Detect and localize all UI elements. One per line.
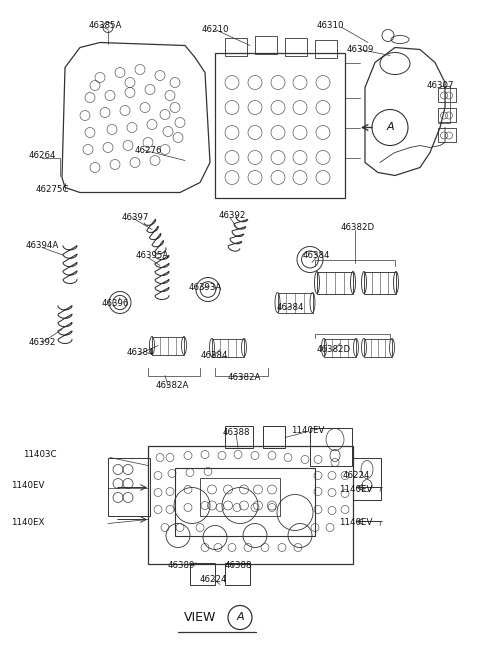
Text: 46264: 46264	[28, 151, 56, 160]
Text: 46384: 46384	[200, 351, 228, 360]
Text: 46210: 46210	[201, 25, 229, 34]
Bar	[148, 445, 353, 563]
Text: 46224: 46224	[199, 575, 227, 584]
Text: 11403C: 11403C	[23, 450, 57, 459]
Text: VIEW: VIEW	[184, 611, 216, 624]
Text: 46307: 46307	[426, 81, 454, 90]
Text: 46310: 46310	[316, 21, 344, 30]
Text: 1140EX: 1140EX	[12, 518, 45, 527]
Text: 46382D: 46382D	[341, 223, 375, 232]
Text: 46384: 46384	[276, 303, 304, 312]
Bar	[315, 39, 337, 58]
Bar	[225, 37, 247, 56]
Text: 46389: 46389	[168, 561, 195, 570]
Bar	[190, 563, 215, 584]
Text: 1140EV: 1140EV	[291, 426, 324, 435]
Bar	[225, 563, 250, 584]
Text: 46385A: 46385A	[88, 21, 122, 30]
Bar	[438, 88, 456, 102]
Bar	[212, 339, 244, 356]
Text: 46384: 46384	[126, 348, 154, 357]
Text: 46382A: 46382A	[228, 373, 261, 382]
Text: 46224: 46224	[342, 471, 370, 480]
Text: 46388: 46388	[224, 561, 252, 570]
Text: 1140EV: 1140EV	[339, 518, 372, 527]
Bar	[277, 293, 312, 312]
Bar	[200, 477, 280, 515]
Text: 46392: 46392	[28, 338, 56, 347]
Bar	[364, 339, 392, 356]
Bar	[215, 52, 345, 198]
Text: 1140EV: 1140EV	[12, 481, 45, 490]
Bar	[438, 107, 456, 121]
Text: 46397: 46397	[121, 213, 149, 222]
Text: 46275C: 46275C	[35, 185, 69, 194]
Bar	[285, 37, 307, 56]
Text: 46384: 46384	[302, 251, 330, 260]
Text: 46309: 46309	[346, 45, 374, 54]
Text: 46276: 46276	[134, 146, 162, 155]
Text: 1140EV: 1140EV	[339, 485, 372, 494]
Bar	[152, 337, 184, 354]
Text: 46396: 46396	[101, 299, 129, 308]
Text: A: A	[236, 612, 244, 622]
Text: A: A	[386, 122, 394, 132]
Bar	[364, 272, 396, 293]
Bar	[108, 457, 150, 515]
Bar	[263, 426, 285, 447]
Bar	[438, 128, 456, 141]
Text: 46393A: 46393A	[188, 283, 222, 292]
Text: 46382D: 46382D	[317, 345, 351, 354]
Bar	[310, 428, 352, 466]
Bar	[255, 35, 277, 54]
Bar	[324, 339, 356, 356]
Text: 46392: 46392	[218, 211, 246, 220]
Bar	[225, 426, 253, 447]
Bar	[175, 468, 315, 536]
Bar	[353, 457, 381, 500]
Text: 46388: 46388	[222, 428, 250, 437]
Text: 46382A: 46382A	[156, 381, 189, 390]
Text: 46394A: 46394A	[25, 241, 59, 250]
Bar	[317, 272, 353, 293]
Text: 46395A: 46395A	[135, 251, 168, 260]
